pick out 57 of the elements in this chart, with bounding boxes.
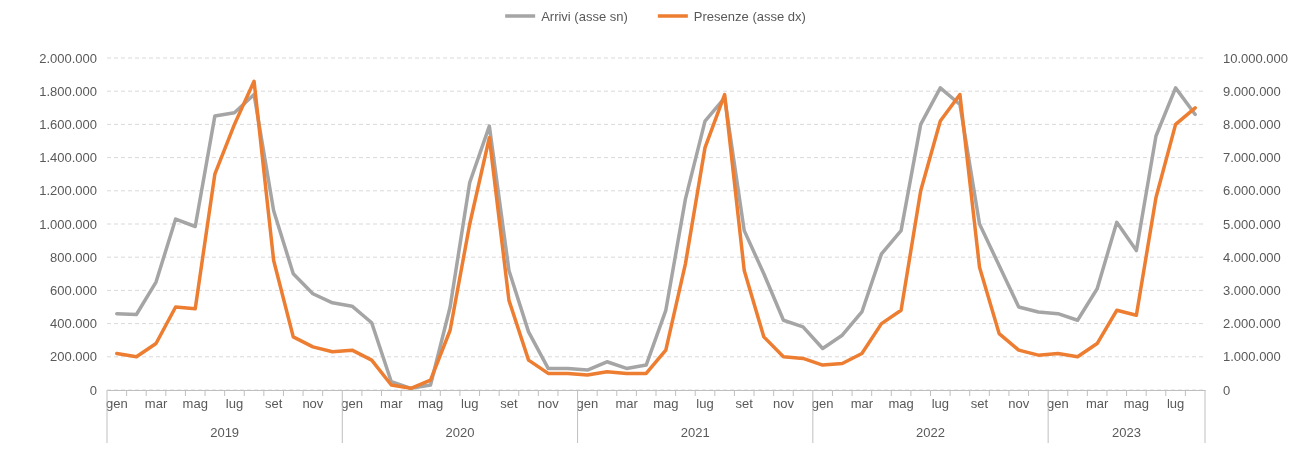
x-tick-label: mag <box>653 396 679 412</box>
x-tick-label: nov <box>537 396 560 412</box>
x-tick-label: set <box>970 396 989 412</box>
y-tick-label: 1.800.000 <box>39 83 97 99</box>
y2-tick-label: 6.000.000 <box>1223 183 1281 199</box>
y-tick-label: 800.000 <box>50 249 97 265</box>
y-tick-label: 200.000 <box>50 349 97 365</box>
x-tick-label: mag <box>417 396 444 412</box>
x-tick-label: nov <box>1008 396 1030 412</box>
y-tick-label: 1.000.000 <box>39 216 97 232</box>
x-tick-label: mag <box>182 396 208 412</box>
x-tick-label: set <box>264 396 283 412</box>
y-tick-label: 2.000.000 <box>39 50 97 66</box>
x-tick-label: set <box>500 396 518 412</box>
x-tick-label: gen <box>105 396 128 412</box>
x-tick-label: mar <box>615 396 639 412</box>
x-tick-label: mar <box>1085 396 1110 412</box>
y-tick-label: 400.000 <box>50 316 97 332</box>
y2-tick-label: 7.000.000 <box>1223 150 1281 166</box>
x-tick-label: mar <box>850 396 874 412</box>
text: 2019 <box>210 425 240 440</box>
text: 2020 <box>445 425 475 440</box>
x-tick-label: mag <box>1123 396 1150 412</box>
y2-tick-label: 0 <box>1223 382 1231 398</box>
y2-tick-label: 5.000.000 <box>1223 216 1281 232</box>
y2-tick-label: 10.000.000 <box>1223 50 1289 66</box>
y2-tick-label: 9.000.000 <box>1223 83 1281 99</box>
x-tick-label: lug <box>1166 396 1185 412</box>
y-tick-label: 1.600.000 <box>39 117 97 133</box>
text: 2023 <box>1112 425 1142 440</box>
text: 2022 <box>916 425 945 440</box>
y-tick-label: 1.400.000 <box>39 150 97 166</box>
x-tick-label: mar <box>380 396 404 412</box>
x-tick-label: gen <box>1047 396 1069 412</box>
y2-tick-label: 8.000.000 <box>1223 117 1281 133</box>
x-tick-label: lug <box>225 396 244 412</box>
text: 2021 <box>680 425 710 440</box>
x-tick-label: nov <box>302 396 324 412</box>
x-tick-label: lug <box>931 396 949 412</box>
y-tick-label: 1.200.000 <box>39 183 97 199</box>
x-tick-label: set <box>735 396 754 412</box>
y2-tick-label: 1.000.000 <box>1223 349 1281 365</box>
y2-tick-label: 3.000.000 <box>1223 283 1281 299</box>
x-tick-label: gen <box>341 396 363 412</box>
x-tick-label: lug <box>461 396 479 412</box>
x-tick-label: gen <box>811 396 834 412</box>
x-tick-label: gen <box>576 396 599 412</box>
y2-tick-label: 4.000.000 <box>1223 249 1281 265</box>
x-tick-label: nov <box>772 396 795 412</box>
legend-label: Presenze (asse dx) <box>693 9 806 24</box>
legend-label: Arrivi (asse sn) <box>541 9 628 24</box>
y-tick-label: 0 <box>89 382 97 398</box>
x-tick-label: mar <box>144 396 168 412</box>
x-tick-label: lug <box>696 396 714 412</box>
x-tick-label: mag <box>888 396 914 412</box>
y2-tick-label: 2.000.000 <box>1223 316 1281 332</box>
y-tick-label: 600.000 <box>50 283 97 299</box>
